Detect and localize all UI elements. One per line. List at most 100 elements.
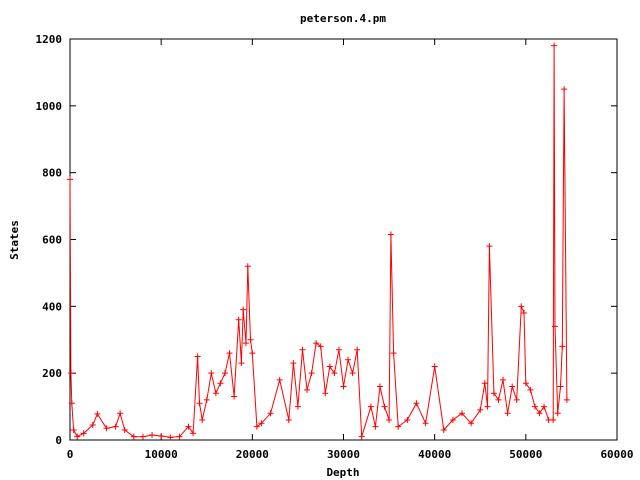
y-tick-label: 1200 — [36, 33, 63, 46]
data-point — [212, 390, 219, 397]
data-point — [354, 346, 361, 353]
series-group — [67, 42, 570, 441]
data-point — [226, 350, 233, 357]
data-point — [199, 416, 206, 423]
data-point — [490, 390, 497, 397]
data-point — [196, 400, 203, 407]
data-point — [294, 403, 301, 410]
data-point — [242, 340, 249, 347]
data-point — [550, 416, 557, 423]
y-tick-label: 200 — [42, 367, 62, 380]
data-point — [258, 420, 265, 427]
data-point — [89, 421, 96, 428]
data-point — [158, 432, 165, 439]
y-tick-label: 400 — [42, 300, 62, 313]
data-point — [386, 416, 393, 423]
chart-title: peterson.4.pm — [300, 12, 386, 25]
data-point — [541, 403, 548, 410]
data-point — [495, 396, 502, 403]
data-point — [304, 386, 311, 393]
data-point — [376, 383, 383, 390]
data-point — [390, 350, 397, 357]
data-point — [340, 383, 347, 390]
data-point — [267, 410, 274, 417]
data-point — [431, 363, 438, 370]
data-point — [94, 410, 101, 417]
x-tick-label: 60000 — [600, 448, 633, 461]
data-point — [481, 380, 488, 387]
data-point — [449, 416, 456, 423]
data-point — [190, 430, 197, 437]
plot-frame-group — [69, 38, 618, 441]
data-point — [235, 316, 242, 323]
y-tick-label: 1000 — [36, 100, 63, 113]
data-point — [531, 403, 538, 410]
data-point — [299, 346, 306, 353]
x-tick-label: 50000 — [509, 448, 542, 461]
data-point — [217, 380, 224, 387]
data-point — [536, 410, 543, 417]
data-point — [484, 403, 491, 410]
data-point — [249, 350, 256, 357]
series-line — [69, 45, 568, 438]
data-point — [358, 433, 365, 440]
y-tick-label: 800 — [42, 167, 62, 180]
data-point — [290, 360, 297, 367]
x-tick-label: 20000 — [236, 448, 269, 461]
y-tick-label: 0 — [55, 434, 62, 447]
data-point — [367, 403, 374, 410]
data-point — [554, 410, 561, 417]
data-point — [313, 340, 320, 347]
data-point — [527, 386, 534, 393]
data-point — [117, 410, 124, 417]
data-point — [238, 360, 245, 367]
data-point — [80, 430, 87, 437]
data-point — [331, 370, 338, 377]
data-point — [335, 346, 342, 353]
data-point — [253, 423, 260, 430]
data-point — [185, 423, 192, 430]
data-point — [551, 42, 558, 49]
data-point — [130, 433, 137, 440]
data-point — [509, 383, 516, 390]
data-point — [285, 416, 292, 423]
data-point — [139, 433, 146, 440]
data-point — [521, 310, 528, 317]
data-point — [322, 390, 329, 397]
data-point — [561, 86, 568, 93]
data-point — [121, 426, 128, 433]
data-point — [231, 393, 238, 400]
data-point — [167, 434, 174, 441]
x-tick-label: 10000 — [145, 448, 178, 461]
data-point — [208, 370, 215, 377]
data-point — [395, 423, 402, 430]
data-point — [413, 400, 420, 407]
data-point — [276, 376, 283, 383]
data-point — [563, 396, 570, 403]
data-point — [518, 303, 525, 310]
data-point — [112, 423, 119, 430]
x-tick-label: 30000 — [327, 448, 360, 461]
data-point — [68, 400, 75, 407]
data-point — [387, 231, 394, 238]
x-axis-label: Depth — [326, 466, 359, 479]
data-point — [308, 370, 315, 377]
data-point — [345, 356, 352, 363]
data-point — [486, 243, 493, 250]
data-point — [522, 380, 529, 387]
data-point — [67, 176, 73, 183]
data-point — [326, 363, 333, 370]
data-point — [477, 406, 484, 413]
data-point — [247, 336, 254, 343]
data-point — [221, 370, 228, 377]
data-point — [504, 410, 511, 417]
data-point — [67, 370, 74, 377]
data-point — [513, 396, 520, 403]
data-point — [240, 306, 247, 313]
data-point — [440, 426, 447, 433]
data-point — [468, 420, 475, 427]
data-point — [404, 416, 411, 423]
data-point — [500, 376, 507, 383]
y-tick-label: 600 — [42, 234, 62, 247]
